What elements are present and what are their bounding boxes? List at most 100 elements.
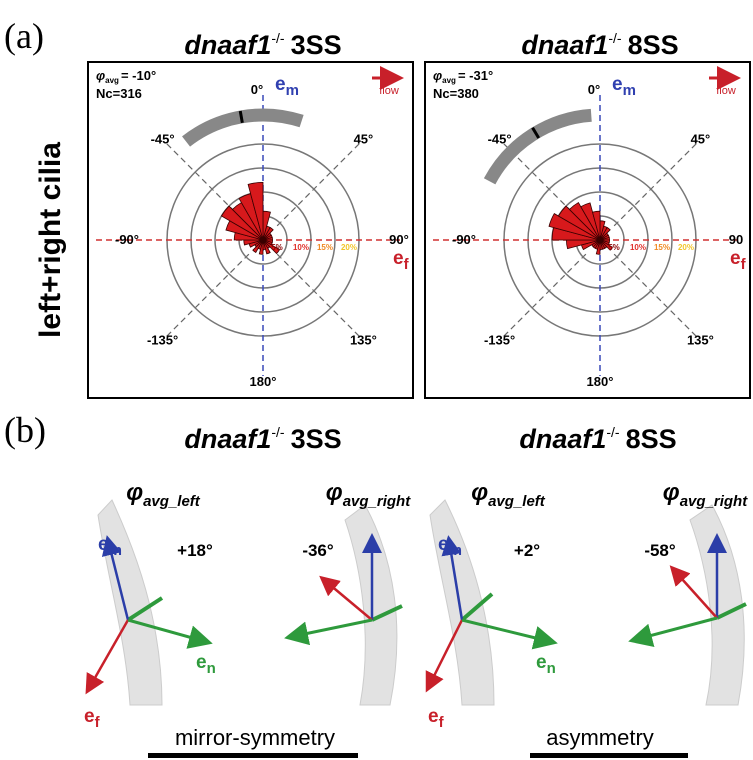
angle-label: 135° <box>350 332 377 347</box>
petal <box>262 226 274 241</box>
ring-label: 20% <box>678 243 694 252</box>
phi-subscript: avg <box>442 76 456 85</box>
stage: 3SS <box>291 424 342 454</box>
axis-base: e <box>428 706 439 727</box>
angle-value: +2° <box>514 541 540 560</box>
phi-avg: φavg = -31° <box>433 68 493 85</box>
axis-base: e <box>536 652 547 673</box>
plot-title: dnaaf1-/- 8SS <box>521 30 678 60</box>
diagonal-guide <box>164 253 250 339</box>
phi-symbol: φ <box>433 68 442 83</box>
diagonal-guide <box>613 141 699 227</box>
em-subscript: m <box>286 82 299 99</box>
petal <box>599 226 611 241</box>
axis-label: ef <box>428 706 445 731</box>
axis-base: e <box>98 534 109 555</box>
axis-label: em <box>438 534 462 559</box>
em-subscript: m <box>623 82 636 99</box>
phi-avg: φavg = -10° <box>96 68 156 85</box>
gene-name: dnaaf1 <box>184 30 271 60</box>
petal <box>247 181 264 241</box>
phi-subscript: avg <box>105 76 119 85</box>
angle-value: -58° <box>644 541 676 560</box>
angle-label: 45° <box>691 132 711 147</box>
axis-label: en <box>196 652 216 677</box>
petal <box>599 239 614 251</box>
plot-frame <box>87 61 414 399</box>
phi-subscript: avg_right <box>680 493 749 510</box>
axes-diagram <box>85 499 213 706</box>
diagonal-guide <box>276 253 362 339</box>
axis-subscript: f <box>439 714 445 731</box>
genotype: -/- <box>271 424 285 440</box>
plot-frame <box>424 61 751 399</box>
ring-label: 15% <box>317 243 333 252</box>
axes-diagram <box>425 499 558 706</box>
angle-label: -45° <box>488 132 512 147</box>
flow-label: flow <box>379 85 399 97</box>
panel-b: (b) dnaaf1-/- 3SSφavg_left+18°φavg_right-3… <box>4 410 748 758</box>
stage: 8SS <box>626 424 677 454</box>
phi-symbol: φ <box>126 479 143 506</box>
axis-base: e <box>196 652 207 673</box>
axis-base: e <box>84 706 95 727</box>
plot-title: dnaaf1-/- 8SS <box>519 424 676 454</box>
ef-subscript: f <box>404 256 410 273</box>
em-base: e <box>612 74 623 95</box>
angle-label: 0° <box>588 82 600 97</box>
petal <box>557 205 601 241</box>
ring-label: 10% <box>293 243 309 252</box>
angle-label: 45° <box>354 132 374 147</box>
cilia-count: Nc=316 <box>96 86 142 101</box>
ring-label: 10% <box>630 243 646 252</box>
angle-label: -135° <box>484 332 515 347</box>
em-label: em <box>275 74 299 99</box>
underline-bar <box>148 753 358 758</box>
phi-value: = -31° <box>458 68 493 83</box>
panel-label: (b) <box>4 410 46 450</box>
petal <box>220 205 264 241</box>
angle-label: -90° <box>115 232 139 247</box>
petal <box>592 210 601 241</box>
ring-label: 5% <box>271 243 283 252</box>
axis-subscript: n <box>207 660 216 677</box>
stage: 3SS <box>291 30 342 60</box>
em-label: em <box>612 74 636 99</box>
angle-label: 0° <box>251 82 263 97</box>
angle-label: 90 <box>729 232 743 247</box>
mean-marker <box>531 126 540 139</box>
diagonal-guide <box>501 253 587 339</box>
phi-symbol: φ <box>663 479 680 506</box>
axis-label: em <box>98 534 122 559</box>
gene-name: dnaaf1 <box>521 30 608 60</box>
phi-subscript: avg_right <box>343 493 412 510</box>
cilia-count: Nc=380 <box>433 86 479 101</box>
mean-marker <box>238 110 244 124</box>
ring-label: 5% <box>608 243 620 252</box>
ef-label: ef <box>730 248 747 273</box>
axis-subscript: m <box>109 542 122 559</box>
diagonal-guide <box>613 253 699 339</box>
gene-name: dnaaf1 <box>184 424 271 454</box>
phi-heading: φavg_left <box>126 479 201 510</box>
axis-label: ef <box>84 706 101 731</box>
axis-base: e <box>438 534 449 555</box>
stage: 8SS <box>628 30 679 60</box>
diagonal-guide <box>276 141 362 227</box>
axis-subscript: m <box>449 542 462 559</box>
ef-base: e <box>393 248 404 269</box>
axis-label: en <box>536 652 556 677</box>
panel-label: (a) <box>4 16 44 56</box>
phi-heading: φavg_right <box>326 479 411 510</box>
axes-diagram <box>284 504 403 706</box>
phi-symbol: φ <box>326 479 343 506</box>
ring-label: 15% <box>654 243 670 252</box>
ef-label: ef <box>393 248 410 273</box>
em-base: e <box>275 74 286 95</box>
angle-label: -45° <box>151 132 175 147</box>
ef-base: e <box>730 248 741 269</box>
